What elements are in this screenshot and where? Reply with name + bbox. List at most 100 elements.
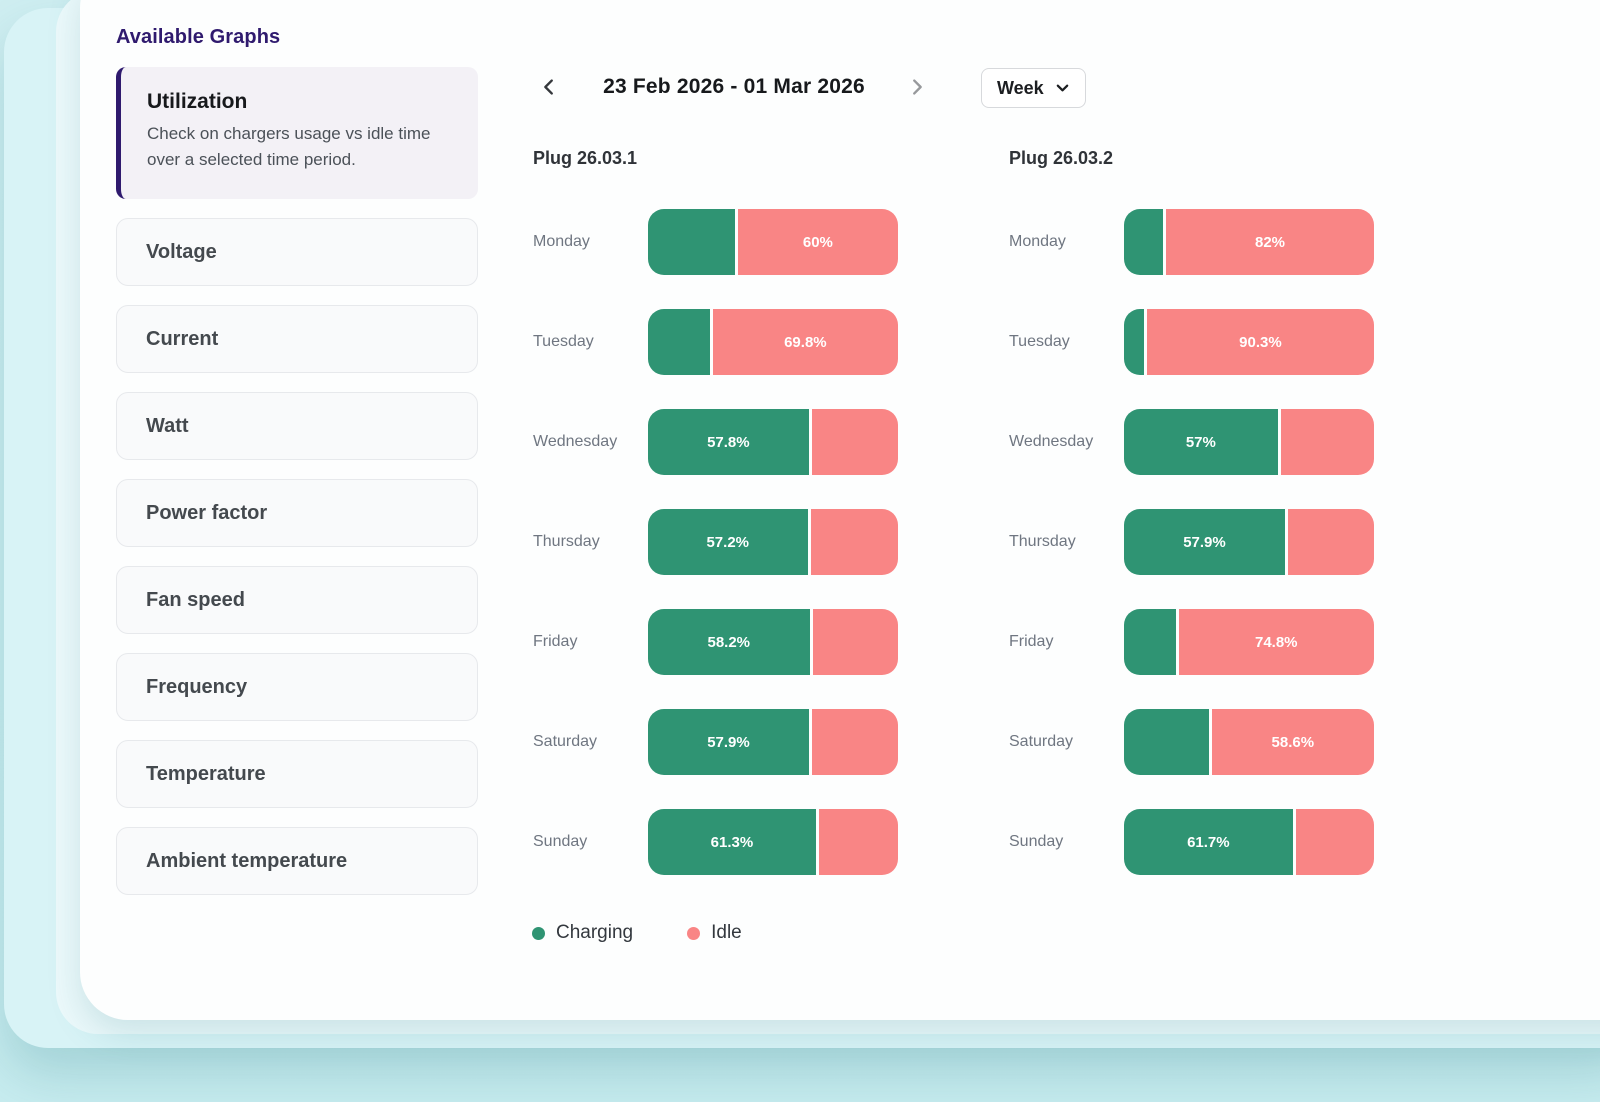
- charging-segment: [1124, 209, 1164, 275]
- available-graphs-sidebar: Available Graphs Utilization Check on ch…: [116, 26, 478, 914]
- bar-value-label: 90.3%: [1239, 333, 1282, 351]
- stacked-bar: 69.8%: [648, 309, 898, 375]
- charging-segment: 61.7%: [1124, 809, 1293, 875]
- charging-segment: [648, 209, 735, 275]
- sidebar-item-frequency[interactable]: Frequency: [116, 653, 478, 721]
- chart-legend: Charging Idle: [532, 922, 742, 944]
- bar-value-label: 61.3%: [710, 833, 754, 851]
- day-label: Sunday: [1009, 833, 1064, 850]
- bar-value-label: 57.9%: [707, 733, 750, 751]
- day-label: Friday: [1009, 633, 1054, 650]
- chevron-right-icon: [906, 76, 928, 101]
- charging-segment: [1124, 609, 1176, 675]
- bar-value-label: 57%: [1185, 433, 1216, 451]
- utilization-chart-plug-1: Plug 26.03.1 Monday 60% Tuesday 69.8% Wednes…: [533, 148, 905, 909]
- chevron-left-icon: [538, 76, 560, 101]
- chart-rows: Monday 82% Tuesday 90.3% Wednesday 57% Thursda…: [1009, 209, 1381, 875]
- chart-row-friday: Friday 74.8%: [1009, 609, 1381, 675]
- bar-value-label: 69.8%: [784, 333, 827, 351]
- charging-segment: [1124, 309, 1144, 375]
- bar-value-label: 57.8%: [707, 433, 750, 451]
- chart-row-thursday: Thursday 57.2%: [533, 509, 905, 575]
- bar-value-label: 58.2%: [707, 633, 751, 651]
- day-label: Monday: [1009, 233, 1066, 250]
- selected-item-description: Check on chargers usage vs idle time ove…: [147, 124, 431, 170]
- charging-segment: 61.3%: [648, 809, 816, 875]
- sidebar-item-ambient-temperature[interactable]: Ambient temperature: [116, 827, 478, 895]
- idle-segment: [818, 809, 898, 875]
- idle-segment: 69.8%: [712, 309, 898, 375]
- chart-row-friday: Friday 58.2%: [533, 609, 905, 675]
- stacked-bar: 57%: [1124, 409, 1374, 475]
- chart-row-wednesday: Wednesday 57.8%: [533, 409, 905, 475]
- chart-row-thursday: Thursday 57.9%: [1009, 509, 1381, 575]
- bar-value-label: 74.8%: [1254, 633, 1298, 651]
- chart-row-monday: Monday 60%: [533, 209, 905, 275]
- day-label: Monday: [533, 233, 590, 250]
- sidebar-item-utilization[interactable]: Utilization Check on chargers usage vs i…: [116, 67, 478, 199]
- charging-segment: 57.9%: [648, 709, 809, 775]
- period-selector-dropdown[interactable]: Week: [981, 68, 1086, 108]
- stacked-bar: 57.9%: [1124, 509, 1374, 575]
- day-label: Tuesday: [1009, 333, 1070, 350]
- previous-week-button[interactable]: [530, 68, 568, 108]
- day-label: Saturday: [1009, 733, 1074, 750]
- charging-dot-icon: [532, 926, 545, 940]
- idle-segment: 58.6%: [1211, 709, 1374, 775]
- charging-segment: [648, 309, 710, 375]
- idle-segment: [811, 409, 898, 475]
- sidebar-item-temperature[interactable]: Temperature: [116, 740, 478, 808]
- chart-row-saturday: Saturday 57.9%: [533, 709, 905, 775]
- utilization-chart-plug-2: Plug 26.03.2 Monday 82% Tuesday 90.3% Wednes…: [1009, 148, 1381, 909]
- idle-segment: 60%: [737, 209, 898, 275]
- charging-segment: [1124, 709, 1209, 775]
- stacked-bar: 90.3%: [1124, 309, 1374, 375]
- chart-row-monday: Monday 82%: [1009, 209, 1381, 275]
- bar-value-label: 57.9%: [1183, 533, 1226, 551]
- idle-segment: 90.3%: [1146, 309, 1374, 375]
- idle-segment: [811, 709, 898, 775]
- stacked-bar: 57.2%: [648, 509, 898, 575]
- sidebar-title: Available Graphs: [116, 26, 281, 48]
- sidebar-item-watt[interactable]: Watt: [116, 392, 478, 460]
- stacked-bar: 61.7%: [1124, 809, 1374, 875]
- sidebar-list: Voltage Current Watt Power factor Fan speed F…: [116, 218, 478, 895]
- day-label: Wednesday: [1009, 433, 1094, 450]
- charging-segment: 57%: [1124, 409, 1278, 475]
- selected-item-label: Utilization: [147, 90, 248, 113]
- idle-segment: 82%: [1166, 209, 1374, 275]
- chart-rows: Monday 60% Tuesday 69.8% Wednesday 57.8% Thurs…: [533, 209, 905, 875]
- chart-row-tuesday: Tuesday 90.3%: [1009, 309, 1381, 375]
- bar-value-label: 61.7%: [1187, 833, 1230, 851]
- idle-segment: [1287, 509, 1374, 575]
- stacked-bar: 57.9%: [648, 709, 898, 775]
- day-label: Saturday: [533, 733, 598, 750]
- bar-value-label: 57.2%: [706, 533, 750, 551]
- next-week-button[interactable]: [898, 68, 936, 108]
- chart-title: Plug 26.03.2: [1009, 148, 1114, 168]
- bar-value-label: 82%: [1255, 233, 1286, 251]
- chart-title: Plug 26.03.1: [533, 148, 638, 168]
- idle-segment: [1295, 809, 1374, 875]
- bar-value-label: 58.6%: [1271, 733, 1315, 751]
- legend-label: Idle: [711, 922, 742, 943]
- period-selector-value: Week: [997, 77, 1044, 98]
- day-label: Wednesday: [533, 433, 618, 450]
- sidebar-item-voltage[interactable]: Voltage: [116, 218, 478, 286]
- chart-row-tuesday: Tuesday 69.8%: [533, 309, 905, 375]
- sidebar-item-fan-speed[interactable]: Fan speed: [116, 566, 478, 634]
- day-label: Friday: [533, 633, 578, 650]
- day-label: Thursday: [533, 533, 600, 550]
- day-label: Sunday: [533, 833, 588, 850]
- chart-row-wednesday: Wednesday 57%: [1009, 409, 1381, 475]
- stacked-bar: 82%: [1124, 209, 1374, 275]
- sidebar-item-power-factor[interactable]: Power factor: [116, 479, 478, 547]
- charging-segment: 57.9%: [1124, 509, 1285, 575]
- sidebar-item-current[interactable]: Current: [116, 305, 478, 373]
- idle-segment: [810, 509, 898, 575]
- stacked-bar: 58.2%: [648, 609, 898, 675]
- chart-row-saturday: Saturday 58.6%: [1009, 709, 1381, 775]
- stacked-bar: 74.8%: [1124, 609, 1374, 675]
- charging-segment: 57.8%: [648, 409, 809, 475]
- idle-segment: [1280, 409, 1374, 475]
